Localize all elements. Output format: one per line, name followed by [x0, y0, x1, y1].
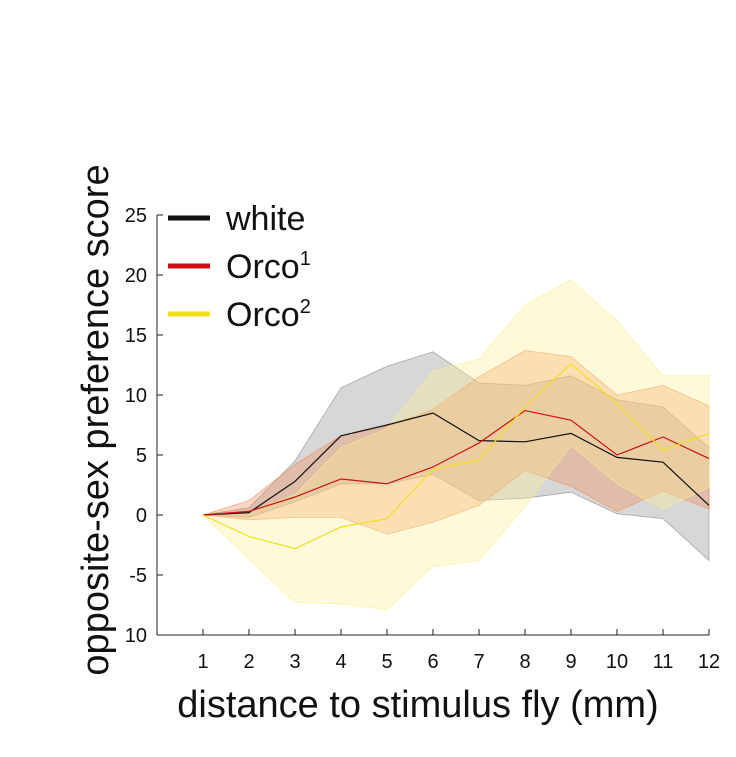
x-tick-label: 7 — [473, 651, 484, 673]
legend-label-2: Orco1 — [226, 248, 311, 286]
x-tick-label: 2 — [243, 651, 254, 673]
y-tick-label: -5 — [129, 565, 147, 587]
legend-label-1: white — [225, 200, 305, 238]
y-tick-label: 10 — [125, 625, 147, 647]
x-tick-label: 5 — [381, 651, 392, 673]
y-tick-label: 20 — [125, 265, 147, 287]
line-series-3 — [202, 362, 710, 550]
legend: white Orco1 Orco2 — [168, 200, 311, 334]
bands-layer — [202, 279, 710, 611]
x-tick-label: 8 — [519, 651, 530, 673]
y-tick-label: 5 — [136, 445, 147, 467]
x-tick-label: 12 — [698, 651, 720, 673]
y-tick-label: 25 — [125, 205, 147, 227]
x-tick-label: 4 — [335, 651, 346, 673]
y-tick-label: 10 — [125, 385, 147, 407]
y-tick-label: 15 — [125, 325, 147, 347]
legend-label-3: Orco2 — [226, 296, 311, 334]
x-tick-label: 11 — [653, 651, 674, 673]
y-tick-label: 0 — [136, 505, 147, 527]
legend-superscript: 1 — [300, 248, 311, 270]
x-axis-title: distance to stimulus fly (mm) — [177, 684, 658, 726]
x-tick-label: 6 — [427, 651, 438, 673]
y-axis-title: opposite-sex preference score — [75, 164, 117, 675]
x-tick-label: 1 — [197, 651, 208, 673]
legend-superscript: 2 — [300, 296, 311, 318]
x-tick-label: 10 — [606, 651, 628, 673]
line-series-1 — [202, 412, 710, 516]
line-series-2 — [202, 409, 710, 516]
band-series-3 — [202, 279, 710, 611]
x-tick-label: 3 — [289, 651, 300, 673]
x-tick-label: 9 — [565, 651, 576, 673]
lines-layer — [202, 362, 710, 550]
